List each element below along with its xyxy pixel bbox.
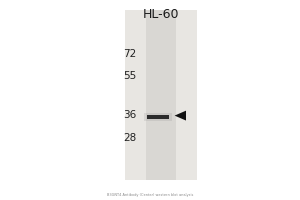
Bar bbox=[124, 10, 196, 180]
Text: 72: 72 bbox=[123, 49, 136, 59]
Bar bbox=[145, 113, 172, 121]
Bar bbox=[146, 10, 176, 180]
Text: B3GNT4 Antibody (Center) western blot analysis: B3GNT4 Antibody (Center) western blot an… bbox=[107, 193, 193, 197]
Text: 36: 36 bbox=[123, 110, 136, 120]
Text: HL-60: HL-60 bbox=[142, 8, 179, 21]
Text: 55: 55 bbox=[123, 71, 136, 81]
Polygon shape bbox=[175, 111, 186, 121]
Bar bbox=[147, 115, 170, 119]
Text: 28: 28 bbox=[123, 133, 136, 143]
